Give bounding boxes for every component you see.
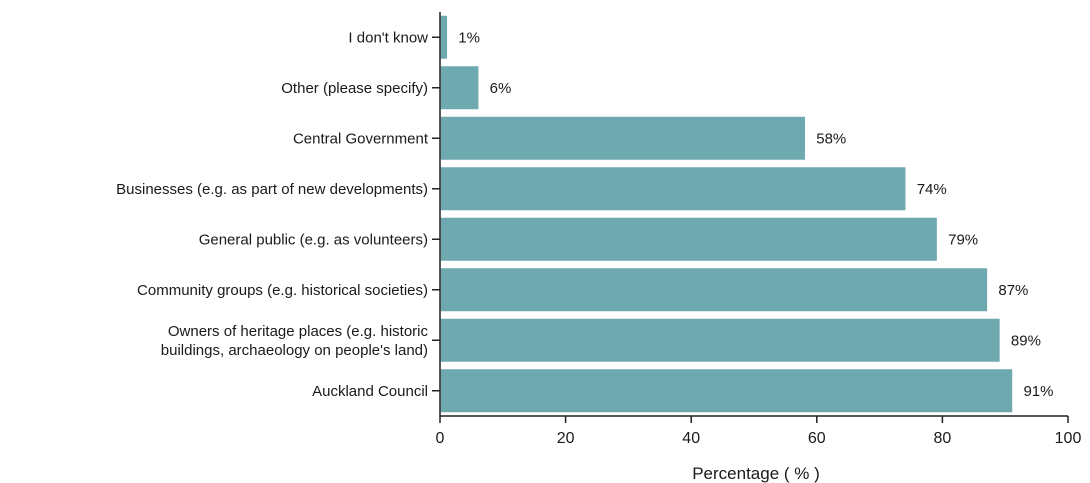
data-label: 91% [1023,383,1053,400]
category-label: Businesses (e.g. as part of new developm… [116,181,428,198]
data-label: 89% [1011,332,1041,349]
category-label: Other (please specify) [281,80,428,97]
data-label: 79% [948,231,978,248]
bar [440,369,1013,413]
bar [440,318,1000,362]
bar [440,167,906,211]
labels-layer: I don't know 1% Other (please specify) 6% Ce… [116,29,1081,447]
category-label: Community groups (e.g. historical societ… [137,282,428,299]
data-label: 1% [458,29,480,46]
bar [440,268,988,312]
x-tick-label: 40 [682,430,700,447]
category-label: Central Government [293,130,429,147]
bar [440,66,479,110]
x-tick-label: 100 [1055,430,1082,447]
x-tick-label: 20 [557,430,575,447]
x-tick-label: 0 [436,430,445,447]
data-label: 87% [998,282,1028,299]
category-label: buildings, archaeology on people's land) [161,342,428,359]
category-label: Owners of heritage places (e.g. historic [168,323,429,340]
category-label: General public (e.g. as volunteers) [199,231,428,248]
data-label: 74% [917,181,947,198]
x-tick-label: 80 [934,430,952,447]
bar [440,116,805,160]
category-label: Auckland Council [312,383,428,400]
data-label: 6% [490,80,512,97]
category-label: I don't know [348,29,428,46]
axes-layer [439,12,1068,417]
bar [440,217,937,261]
bar [440,15,448,59]
x-tick-label: 60 [808,430,826,447]
x-axis-title: Percentage ( % ) [692,464,820,483]
data-label: 58% [816,130,846,147]
bars-layer [440,15,1013,413]
